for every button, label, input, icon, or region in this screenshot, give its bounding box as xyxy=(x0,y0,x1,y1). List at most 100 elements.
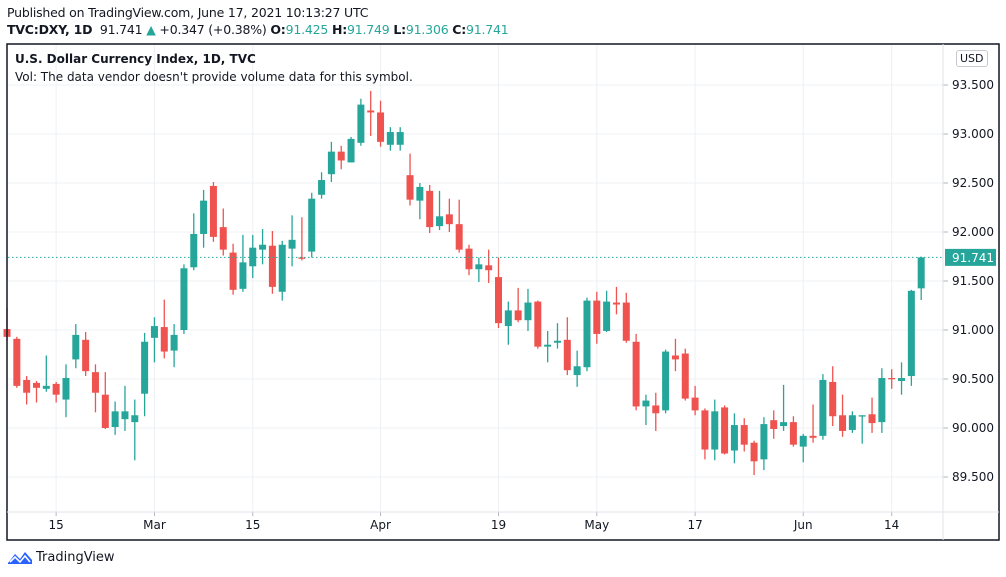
candle-down xyxy=(534,300,542,349)
candle-down xyxy=(268,231,276,294)
chart-frame xyxy=(6,43,1000,541)
high-label: H: xyxy=(331,22,347,37)
candle-body xyxy=(789,422,797,445)
x-tick-label: 15 xyxy=(49,518,64,532)
last-price-badge xyxy=(945,248,996,266)
candle-up xyxy=(239,234,247,292)
candle-down xyxy=(406,153,414,206)
candle-body xyxy=(573,366,581,376)
candle-body xyxy=(298,257,306,259)
candle-down xyxy=(91,364,99,413)
candle-body xyxy=(160,327,168,352)
candle-up xyxy=(249,234,257,279)
candle-body xyxy=(259,244,267,250)
candle-body xyxy=(436,216,444,227)
candle-body xyxy=(32,382,40,388)
symbol-name: TVC:DXY, 1D xyxy=(7,22,93,37)
candle-body xyxy=(740,425,748,445)
candle-down xyxy=(514,287,522,323)
candle-body xyxy=(622,302,630,341)
candle-down xyxy=(485,249,493,283)
candle-body xyxy=(583,300,591,368)
x-tick-label: Jun xyxy=(793,518,813,532)
candle-up xyxy=(603,290,611,332)
candle-body xyxy=(101,394,109,428)
candle-down xyxy=(839,394,847,437)
candle-down xyxy=(809,404,817,443)
candle-body xyxy=(209,185,217,237)
candle-up xyxy=(347,136,355,163)
candle-down xyxy=(888,369,896,389)
candle-body xyxy=(563,339,571,371)
candle-body xyxy=(544,344,552,347)
x-tick-label: Apr xyxy=(370,518,391,532)
price-change: +0.347 (+0.38%) xyxy=(159,22,267,37)
candle-body xyxy=(632,341,640,407)
candle-up xyxy=(504,301,512,345)
candle-down xyxy=(652,392,660,431)
candle-body xyxy=(72,334,80,360)
candle-down xyxy=(82,331,90,377)
candle-up xyxy=(858,415,866,444)
candle-body xyxy=(170,334,178,351)
candle-body xyxy=(750,442,758,462)
candle-up xyxy=(898,362,906,395)
candle-down xyxy=(671,338,679,372)
y-tick-label: 89.500 xyxy=(952,470,994,484)
candle-body xyxy=(848,415,856,430)
high-value: 91.749 xyxy=(347,22,390,37)
candle-body xyxy=(416,186,424,201)
candle-down xyxy=(612,286,620,315)
candle-body xyxy=(711,411,719,450)
candle-up xyxy=(848,411,856,433)
candle-body xyxy=(534,301,542,347)
candle-body xyxy=(426,190,434,228)
candle-down xyxy=(632,333,640,411)
candle-down xyxy=(377,100,385,147)
up-triangle-icon: ▲ xyxy=(146,22,156,37)
candle-up xyxy=(642,394,650,426)
candle-body xyxy=(200,200,208,234)
candle-down xyxy=(337,145,345,170)
candle-up xyxy=(62,364,70,418)
candle-body xyxy=(524,302,532,321)
candle-up xyxy=(799,433,807,463)
candle-body xyxy=(780,422,788,427)
candle-body xyxy=(180,268,188,330)
candle-body xyxy=(91,372,99,393)
symbol-info-line: TVC:DXY, 1D 91.741 ▲ +0.347 (+0.38%) O:9… xyxy=(7,22,509,37)
candle-up xyxy=(917,256,925,301)
brand-name: TradingView xyxy=(36,549,115,565)
x-tick-label: 19 xyxy=(491,518,506,532)
candle-body xyxy=(42,385,50,389)
candle-down xyxy=(13,336,21,388)
candle-down xyxy=(23,376,31,405)
candle-body xyxy=(268,245,276,287)
tradingview-cloud-icon xyxy=(8,552,32,564)
candle-body xyxy=(819,379,827,436)
candle-up xyxy=(475,257,483,282)
x-tick-label: Mar xyxy=(143,518,166,532)
candle-down xyxy=(426,184,434,233)
candle-body xyxy=(121,411,129,420)
candle-up xyxy=(42,355,50,392)
candle-up xyxy=(259,229,267,265)
candle-down xyxy=(789,416,797,447)
candle-up xyxy=(583,297,591,372)
tradingview-logo[interactable]: TradingView xyxy=(7,549,115,565)
candle-up xyxy=(72,324,80,369)
candle-up xyxy=(416,183,424,220)
candle-up xyxy=(524,288,532,331)
candle-body xyxy=(760,424,768,460)
candle-up xyxy=(288,215,296,267)
candle-body xyxy=(131,415,139,423)
volume-note: Vol: The data vendor doesn't provide vol… xyxy=(15,70,413,84)
candle-body xyxy=(239,262,247,289)
candle-body xyxy=(308,198,316,252)
currency-button[interactable]: USD xyxy=(956,50,988,67)
candle-body xyxy=(485,265,493,271)
candle-body xyxy=(603,301,611,331)
candle-down xyxy=(229,243,237,295)
